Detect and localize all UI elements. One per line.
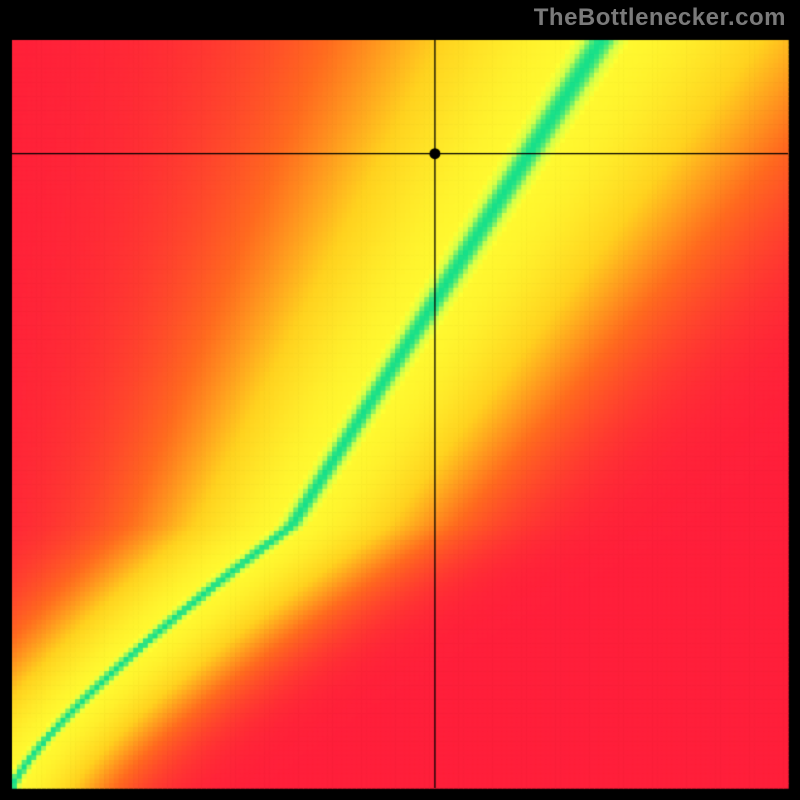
- chart-container: TheBottlenecker.com: [0, 0, 800, 800]
- bottleneck-heatmap-canvas: [0, 0, 800, 800]
- watermark-text: TheBottlenecker.com: [534, 4, 786, 32]
